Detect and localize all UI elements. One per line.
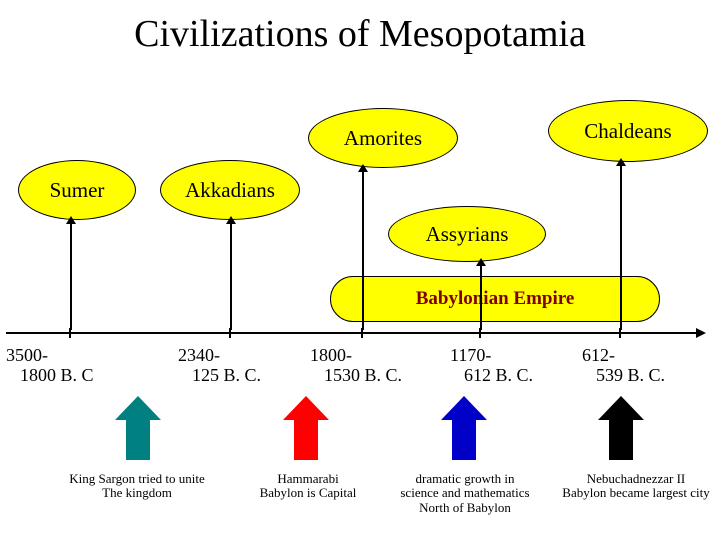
connector-arrow	[620, 164, 622, 330]
date-range: 1800-1530 B. C.	[302, 346, 422, 386]
node-label: Amorites	[344, 127, 422, 149]
caption: dramatic growth inscience and mathematic…	[396, 472, 534, 515]
node-assyrians: Assyrians	[388, 206, 546, 262]
node-label: Babylonian Empire	[416, 288, 575, 310]
node-label: Akkadians	[185, 179, 275, 201]
caption: HammarabiBabylon is Capital	[248, 472, 368, 501]
timeline-axis	[6, 332, 700, 334]
node-amorites: Amorites	[308, 108, 458, 168]
connector-arrow	[480, 264, 482, 330]
connector-arrow	[362, 170, 364, 330]
date-range: 3500-1800 B. C	[6, 346, 126, 386]
connector-arrow	[230, 222, 232, 330]
node-akkadians: Akkadians	[160, 160, 300, 220]
page-title: Civilizations of Mesopotamia	[0, 12, 720, 56]
node-chaldeans: Chaldeans	[548, 100, 708, 162]
connector-arrow	[70, 222, 72, 330]
block-up-arrow	[283, 396, 329, 460]
caption: King Sargon tried to uniteThe kingdom	[62, 472, 212, 501]
date-range: 2340-125 B. C.	[160, 346, 280, 386]
block-up-arrow	[598, 396, 644, 460]
caption: Nebuchadnezzar IIBabylon became largest …	[556, 472, 716, 501]
date-range: 1170-612 B. C.	[450, 346, 570, 386]
date-range: 612-539 B. C.	[582, 346, 702, 386]
node-babylonian-empire: Babylonian Empire	[330, 276, 660, 322]
block-up-arrow	[115, 396, 161, 460]
node-sumer: Sumer	[18, 160, 136, 220]
node-label: Sumer	[50, 179, 105, 201]
block-up-arrow	[441, 396, 487, 460]
node-label: Assyrians	[426, 223, 509, 245]
node-label: Chaldeans	[584, 120, 671, 142]
